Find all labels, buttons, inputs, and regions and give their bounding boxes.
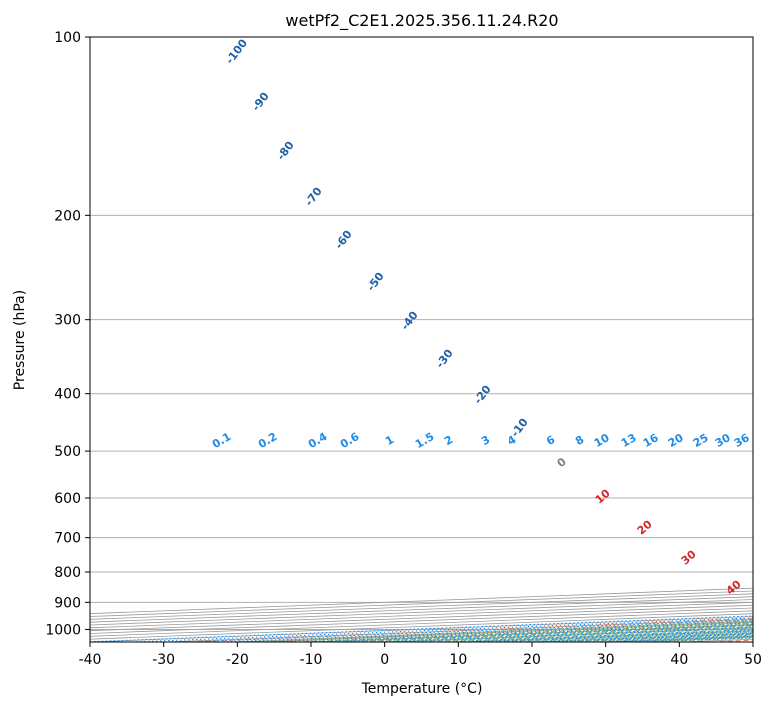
x-tick-label: -10 <box>300 652 323 668</box>
y-axis-label: Pressure (hPa) <box>12 290 28 390</box>
plot-frame <box>89 36 754 643</box>
x-tick-label: 50 <box>744 652 762 668</box>
x-tick-label: -30 <box>152 652 175 668</box>
x-tick-label: 10 <box>449 652 467 668</box>
x-axis-label: Temperature (°C) <box>361 681 483 697</box>
y-tick-label: 400 <box>54 387 81 403</box>
x-tick-label: -20 <box>226 652 249 668</box>
x-tick-label: 20 <box>523 652 541 668</box>
x-tick-label: 40 <box>670 652 688 668</box>
chart-title: wetPf2_C2E1.2025.356.11.24.R20 <box>285 11 558 31</box>
x-tick-label: 0 <box>380 652 389 668</box>
y-tick-label: 700 <box>54 531 81 547</box>
plot-area <box>90 37 753 642</box>
y-tick-label: 800 <box>54 565 81 581</box>
y-tick-label: 500 <box>54 444 81 460</box>
x-tick-label: -40 <box>79 652 102 668</box>
y-tick-label: 300 <box>54 313 81 329</box>
axes: -40 -30 -20 -10 0 10 20 30 40 50 1000 900 800 700 600 5… <box>45 30 762 668</box>
y-tick-label: 1000 <box>45 622 81 638</box>
y-tick-label: 600 <box>54 491 81 507</box>
y-tick-label: 900 <box>54 595 81 611</box>
y-tick-label: 200 <box>54 208 81 224</box>
x-tick-label: 30 <box>597 652 615 668</box>
y-tick-label: 100 <box>54 30 81 46</box>
